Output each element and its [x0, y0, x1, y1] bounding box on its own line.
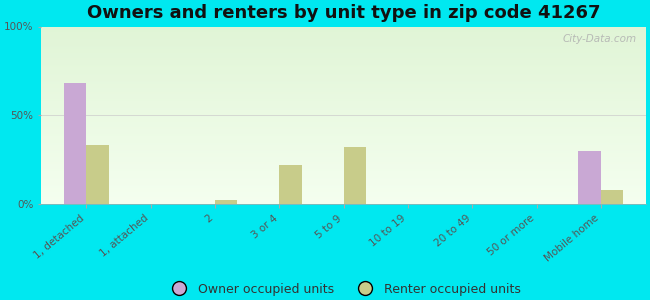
Bar — [215, 200, 237, 204]
Bar — [280, 165, 302, 204]
Bar — [64, 83, 86, 204]
Bar — [601, 190, 623, 204]
Bar — [344, 147, 366, 204]
Bar — [86, 146, 109, 204]
Bar — [578, 151, 601, 204]
Legend: Owner occupied units, Renter occupied units: Owner occupied units, Renter occupied un… — [161, 278, 526, 300]
Text: City-Data.com: City-Data.com — [563, 34, 637, 44]
Title: Owners and renters by unit type in zip code 41267: Owners and renters by unit type in zip c… — [87, 4, 601, 22]
